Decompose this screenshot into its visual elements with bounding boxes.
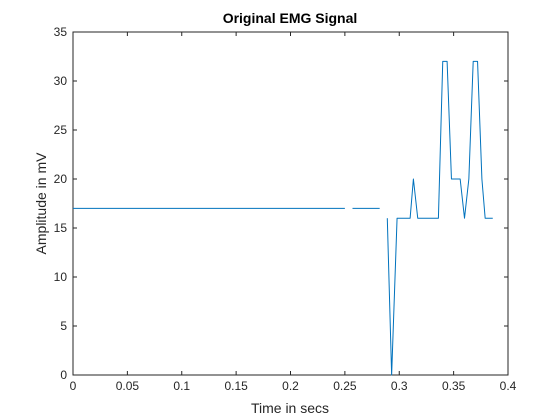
x-tick-label: 0.35 [442,379,466,393]
x-tick-label: 0.3 [391,379,408,393]
y-tick-label: 15 [54,221,68,235]
x-tick-label: 0.15 [224,379,248,393]
x-tick-label: 0.2 [282,379,299,393]
y-tick-label: 20 [54,172,68,186]
chart-title: Original EMG Signal [223,10,358,26]
y-axis-ticks: 0 5 10 15 20 25 30 35 [54,25,508,382]
x-axis-label: Time in secs [251,400,329,416]
y-tick-label: 5 [60,319,67,333]
x-tick-label: 0 [70,379,77,393]
y-tick-label: 10 [54,270,68,284]
y-axis-label: Amplitude in mV [33,152,49,255]
y-tick-label: 35 [54,25,68,39]
y-tick-label: 0 [60,368,67,382]
x-tick-label: 0.1 [173,379,190,393]
x-tick-label: 0.4 [500,379,517,393]
x-tick-label: 0.25 [333,379,357,393]
y-tick-label: 30 [54,74,68,88]
y-tick-label: 25 [54,123,68,137]
x-tick-label: 0.05 [116,379,140,393]
x-axis-ticks: 0 0.05 0.1 0.15 0.2 0.25 0.3 0.35 0.4 [70,32,517,393]
signal-line-segment [386,60,493,376]
signal-series [73,60,493,376]
plot-area [72,31,509,376]
